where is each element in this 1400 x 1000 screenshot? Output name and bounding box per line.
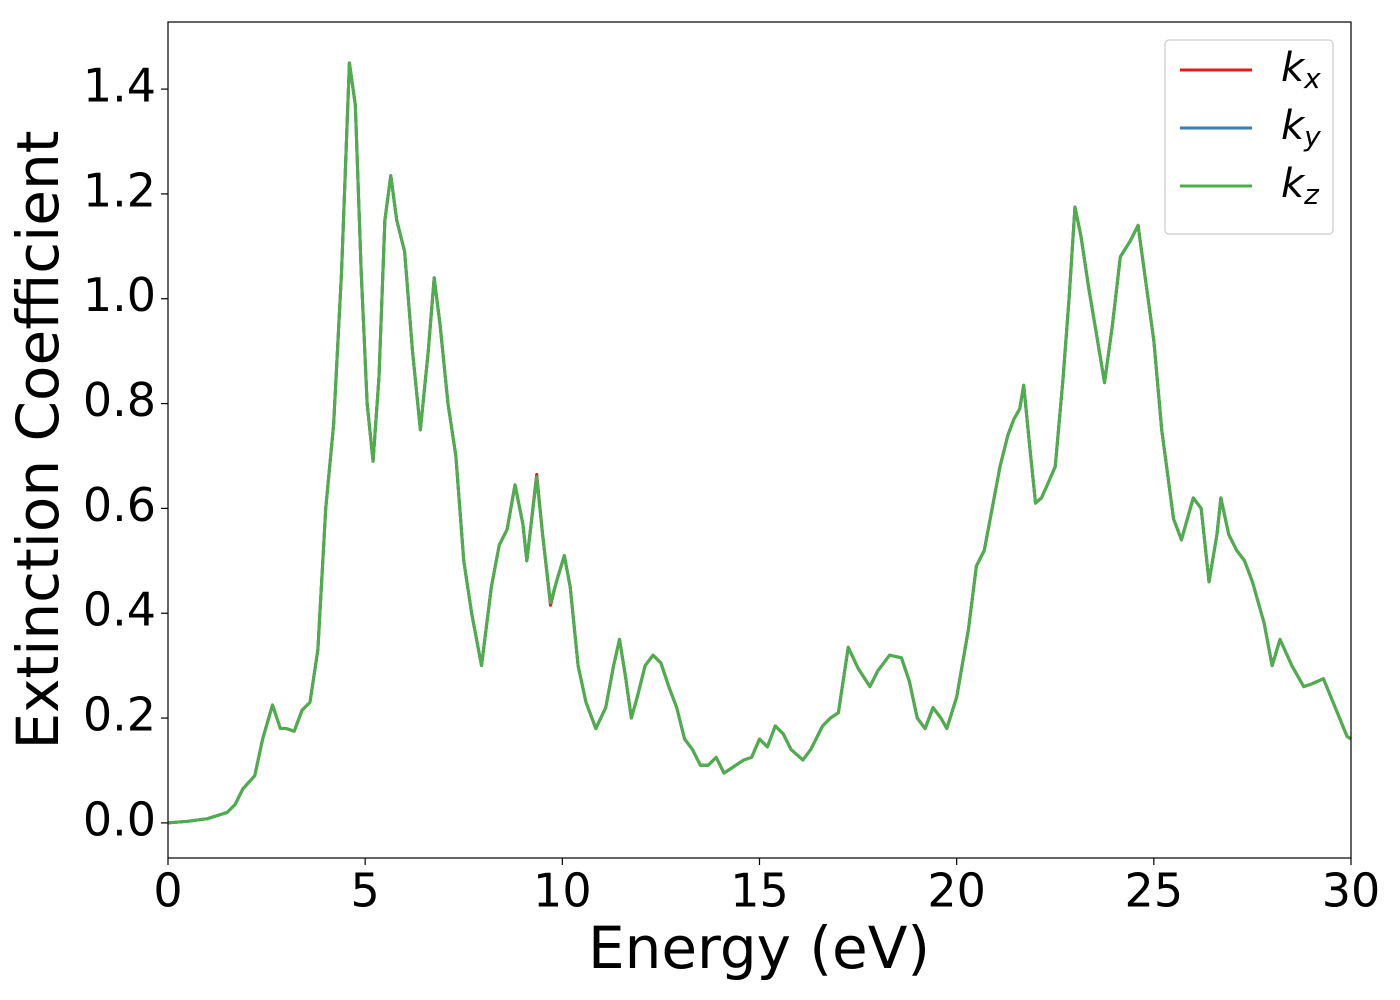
y-axis-label: Extinction Coefficient	[4, 131, 72, 750]
legend-label: kz	[1281, 161, 1320, 211]
x-tick-label: 30	[1322, 864, 1381, 918]
x-tick-label: 10	[533, 864, 592, 918]
legend-label: ky	[1281, 103, 1321, 153]
x-tick-label: 15	[730, 864, 789, 918]
x-tick-label: 5	[351, 864, 380, 918]
x-tick-label: 20	[927, 864, 986, 918]
x-tick-label: 0	[153, 864, 182, 918]
y-tick-label: 0.6	[83, 478, 156, 532]
series-line	[167, 61, 1352, 825]
y-tick-label: 0.0	[83, 792, 156, 846]
y-tick-label: 1.4	[83, 59, 156, 113]
y-tick-label: 1.2	[83, 163, 156, 217]
x-tick-label: 25	[1125, 864, 1184, 918]
y-tick-label: 0.8	[83, 373, 156, 427]
y-tick-label: 0.4	[83, 583, 156, 637]
y-tick-label: 0.2	[83, 688, 156, 742]
x-axis-label: Energy (eV)	[588, 914, 930, 982]
legend-label: kx	[1281, 45, 1321, 95]
y-tick-label: 1.0	[83, 268, 156, 322]
